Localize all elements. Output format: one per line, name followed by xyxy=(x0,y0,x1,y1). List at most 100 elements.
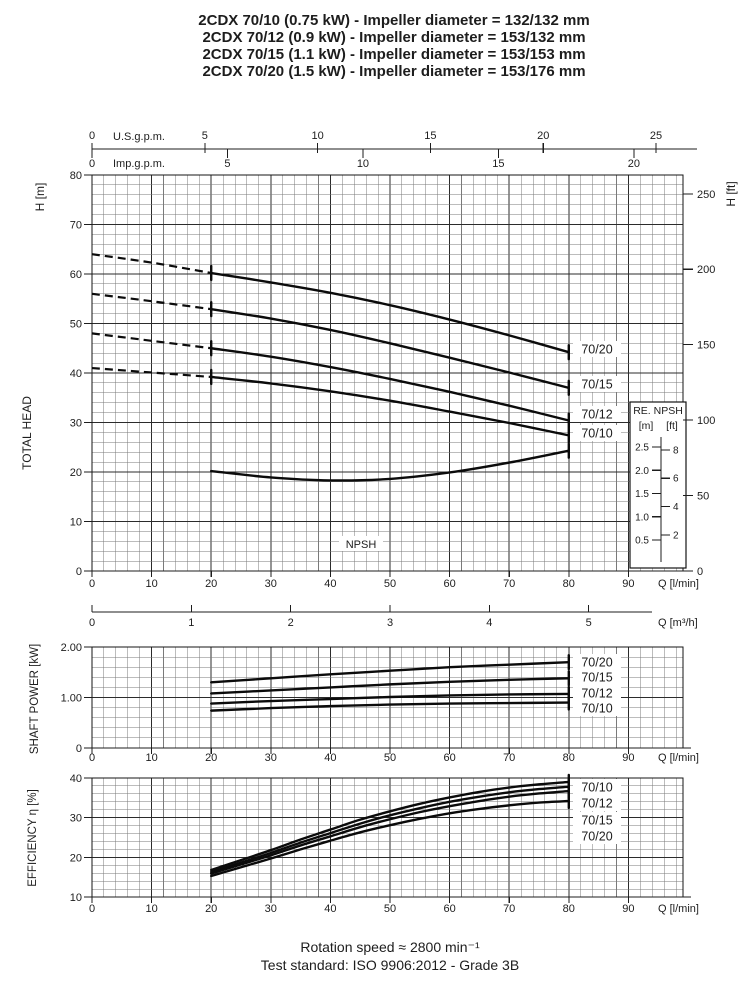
efficiency-axis-title: EFFICIENCY η [%] xyxy=(27,789,39,887)
impgpm-tick-label: 15 xyxy=(492,158,504,170)
title-line-1: 2CDX 70/10 (0.75 kW) - Impeller diameter… xyxy=(198,12,589,29)
x-tick-label: 90 xyxy=(622,903,634,915)
x-tick-label: 80 xyxy=(563,578,575,590)
head-curve-dashed-70/12 xyxy=(91,332,212,350)
usgpm-tick-label: 0 xyxy=(89,130,95,142)
x-tick-label: 0 xyxy=(89,578,95,590)
head-ft-tick-label: 0 xyxy=(697,566,703,578)
x-tick-label: 30 xyxy=(265,752,277,764)
x-tick-label: 20 xyxy=(205,752,217,764)
x-tick-label: 60 xyxy=(443,903,455,915)
series-label: 70/12 xyxy=(581,408,612,422)
npsh-legend-unit-m: [m] xyxy=(639,420,654,432)
head-curve-dashed-70/20 xyxy=(91,253,212,275)
head-curve-70/20 xyxy=(210,271,570,354)
y-tick-label: 30 xyxy=(70,418,82,430)
header-titles: 2CDX 70/10 (0.75 kW) - Impeller diameter… xyxy=(198,12,589,80)
usgpm-tick-label: 25 xyxy=(650,130,662,142)
power-curve-70/15 xyxy=(210,677,570,695)
impgpm-tick-label: 5 xyxy=(224,158,230,170)
head-curve-dashed-70/10 xyxy=(91,366,212,379)
title-line-4: 2CDX 70/20 (1.5 kW) - Impeller diameter … xyxy=(202,63,585,80)
usgpm-tick-label: 20 xyxy=(537,130,549,142)
y-tick-label: 40 xyxy=(70,368,82,380)
series-label-mask xyxy=(573,654,621,670)
efficiency-curve-70/12 xyxy=(210,785,570,874)
series-label: 70/12 xyxy=(581,687,612,701)
usgpm-tick-label: 5 xyxy=(202,130,208,142)
npsh-legend-ft-label: 2 xyxy=(673,530,679,541)
total-head-axis-title: TOTAL HEAD xyxy=(20,396,34,470)
footer-test-standard: Test standard: ISO 9906:2012 - Grade 3B xyxy=(261,957,519,973)
series-label-mask xyxy=(573,376,621,392)
npsh-curve xyxy=(210,449,570,482)
x-tick-label: 0 xyxy=(89,752,95,764)
series-label-mask xyxy=(573,669,621,685)
npsh-legend-ft-label: 4 xyxy=(673,502,679,513)
x-tick-label: 40 xyxy=(324,752,336,764)
npsh-legend-m-label: 1.5 xyxy=(635,489,649,500)
power-curve-70/12 xyxy=(210,692,570,705)
m3h-tick-label: 2 xyxy=(288,617,294,629)
head-y-right-unit-label: H [ft] xyxy=(724,181,738,206)
head-curve-dashed-70/15 xyxy=(91,292,212,311)
x-tick-label: 40 xyxy=(324,578,336,590)
y-tick-label: 2.00 xyxy=(61,642,82,654)
series-label-mask xyxy=(573,685,621,701)
series-label: 70/20 xyxy=(581,343,612,357)
x-tick-label: 20 xyxy=(205,578,217,590)
y-tick-label: 20 xyxy=(70,852,82,864)
y-tick-label: 0 xyxy=(76,743,82,755)
y-tick-label: 10 xyxy=(70,892,82,904)
power-curve-70/10 xyxy=(210,701,570,712)
series-label: 70/15 xyxy=(581,671,612,685)
series-label: 70/20 xyxy=(581,656,612,670)
series-label: 70/10 xyxy=(581,702,612,716)
head-ft-tick-label: 150 xyxy=(697,340,715,352)
x-tick-label: 90 xyxy=(622,752,634,764)
footer: Rotation speed ≈ 2800 min⁻¹ Test standar… xyxy=(261,939,519,973)
impgpm-tick-label: 20 xyxy=(628,158,640,170)
series-label-mask xyxy=(573,828,621,844)
series-label-mask xyxy=(573,341,621,357)
efficiency-curve-70/20 xyxy=(210,799,570,878)
us-gpm-axis-label: U.S.g.p.m. xyxy=(113,131,165,143)
npsh-legend-m-label: 1.0 xyxy=(635,512,649,523)
head-ft-tick-label: 100 xyxy=(697,415,715,427)
series-label: 70/12 xyxy=(581,797,612,811)
x-tick-label: 60 xyxy=(443,578,455,590)
series-label: 70/15 xyxy=(581,378,612,392)
m3h-axis-label: Q [m³/h] xyxy=(658,617,698,629)
m3h-tick-label: 1 xyxy=(188,617,194,629)
efficiency-x-unit-label: Q [l/min] xyxy=(658,903,699,915)
x-tick-label: 50 xyxy=(384,578,396,590)
y-tick-label: 60 xyxy=(70,269,82,281)
y-tick-label: 30 xyxy=(70,813,82,825)
head-ft-tick-label: 200 xyxy=(697,264,715,276)
head-ft-tick-label: 250 xyxy=(697,189,715,201)
x-tick-label: 40 xyxy=(324,903,336,915)
y-tick-label: 50 xyxy=(70,319,82,331)
y-tick-label: 20 xyxy=(70,467,82,479)
head-curve-70/15 xyxy=(210,307,570,390)
charts-generated-layer: 0 5 10 15 20 250 5 10 15 202.52.01.51.00.5864270/… xyxy=(61,130,716,915)
series-label-mask xyxy=(573,406,621,422)
x-tick-label: 90 xyxy=(622,578,634,590)
x-tick-label: 80 xyxy=(563,903,575,915)
y-tick-label: 10 xyxy=(70,517,82,529)
head-x-unit-label: Q [l/min] xyxy=(658,578,699,590)
x-tick-label: 0 xyxy=(89,903,95,915)
impgpm-tick-label: 0 xyxy=(89,158,95,170)
m3h-tick-label: 0 xyxy=(89,617,95,629)
npsh-legend-m-label: 2.0 xyxy=(635,466,649,477)
x-tick-label: 50 xyxy=(384,903,396,915)
x-tick-label: 10 xyxy=(145,578,157,590)
y-tick-label: 0 xyxy=(76,566,82,578)
series-label: 70/15 xyxy=(581,814,612,828)
static-labels-layer: 2CDX 70/10 (0.75 kW) - Impeller diameter… xyxy=(20,12,738,973)
x-tick-label: 80 xyxy=(563,752,575,764)
series-label: 70/20 xyxy=(581,830,612,844)
npsh-label-mask xyxy=(339,536,383,551)
